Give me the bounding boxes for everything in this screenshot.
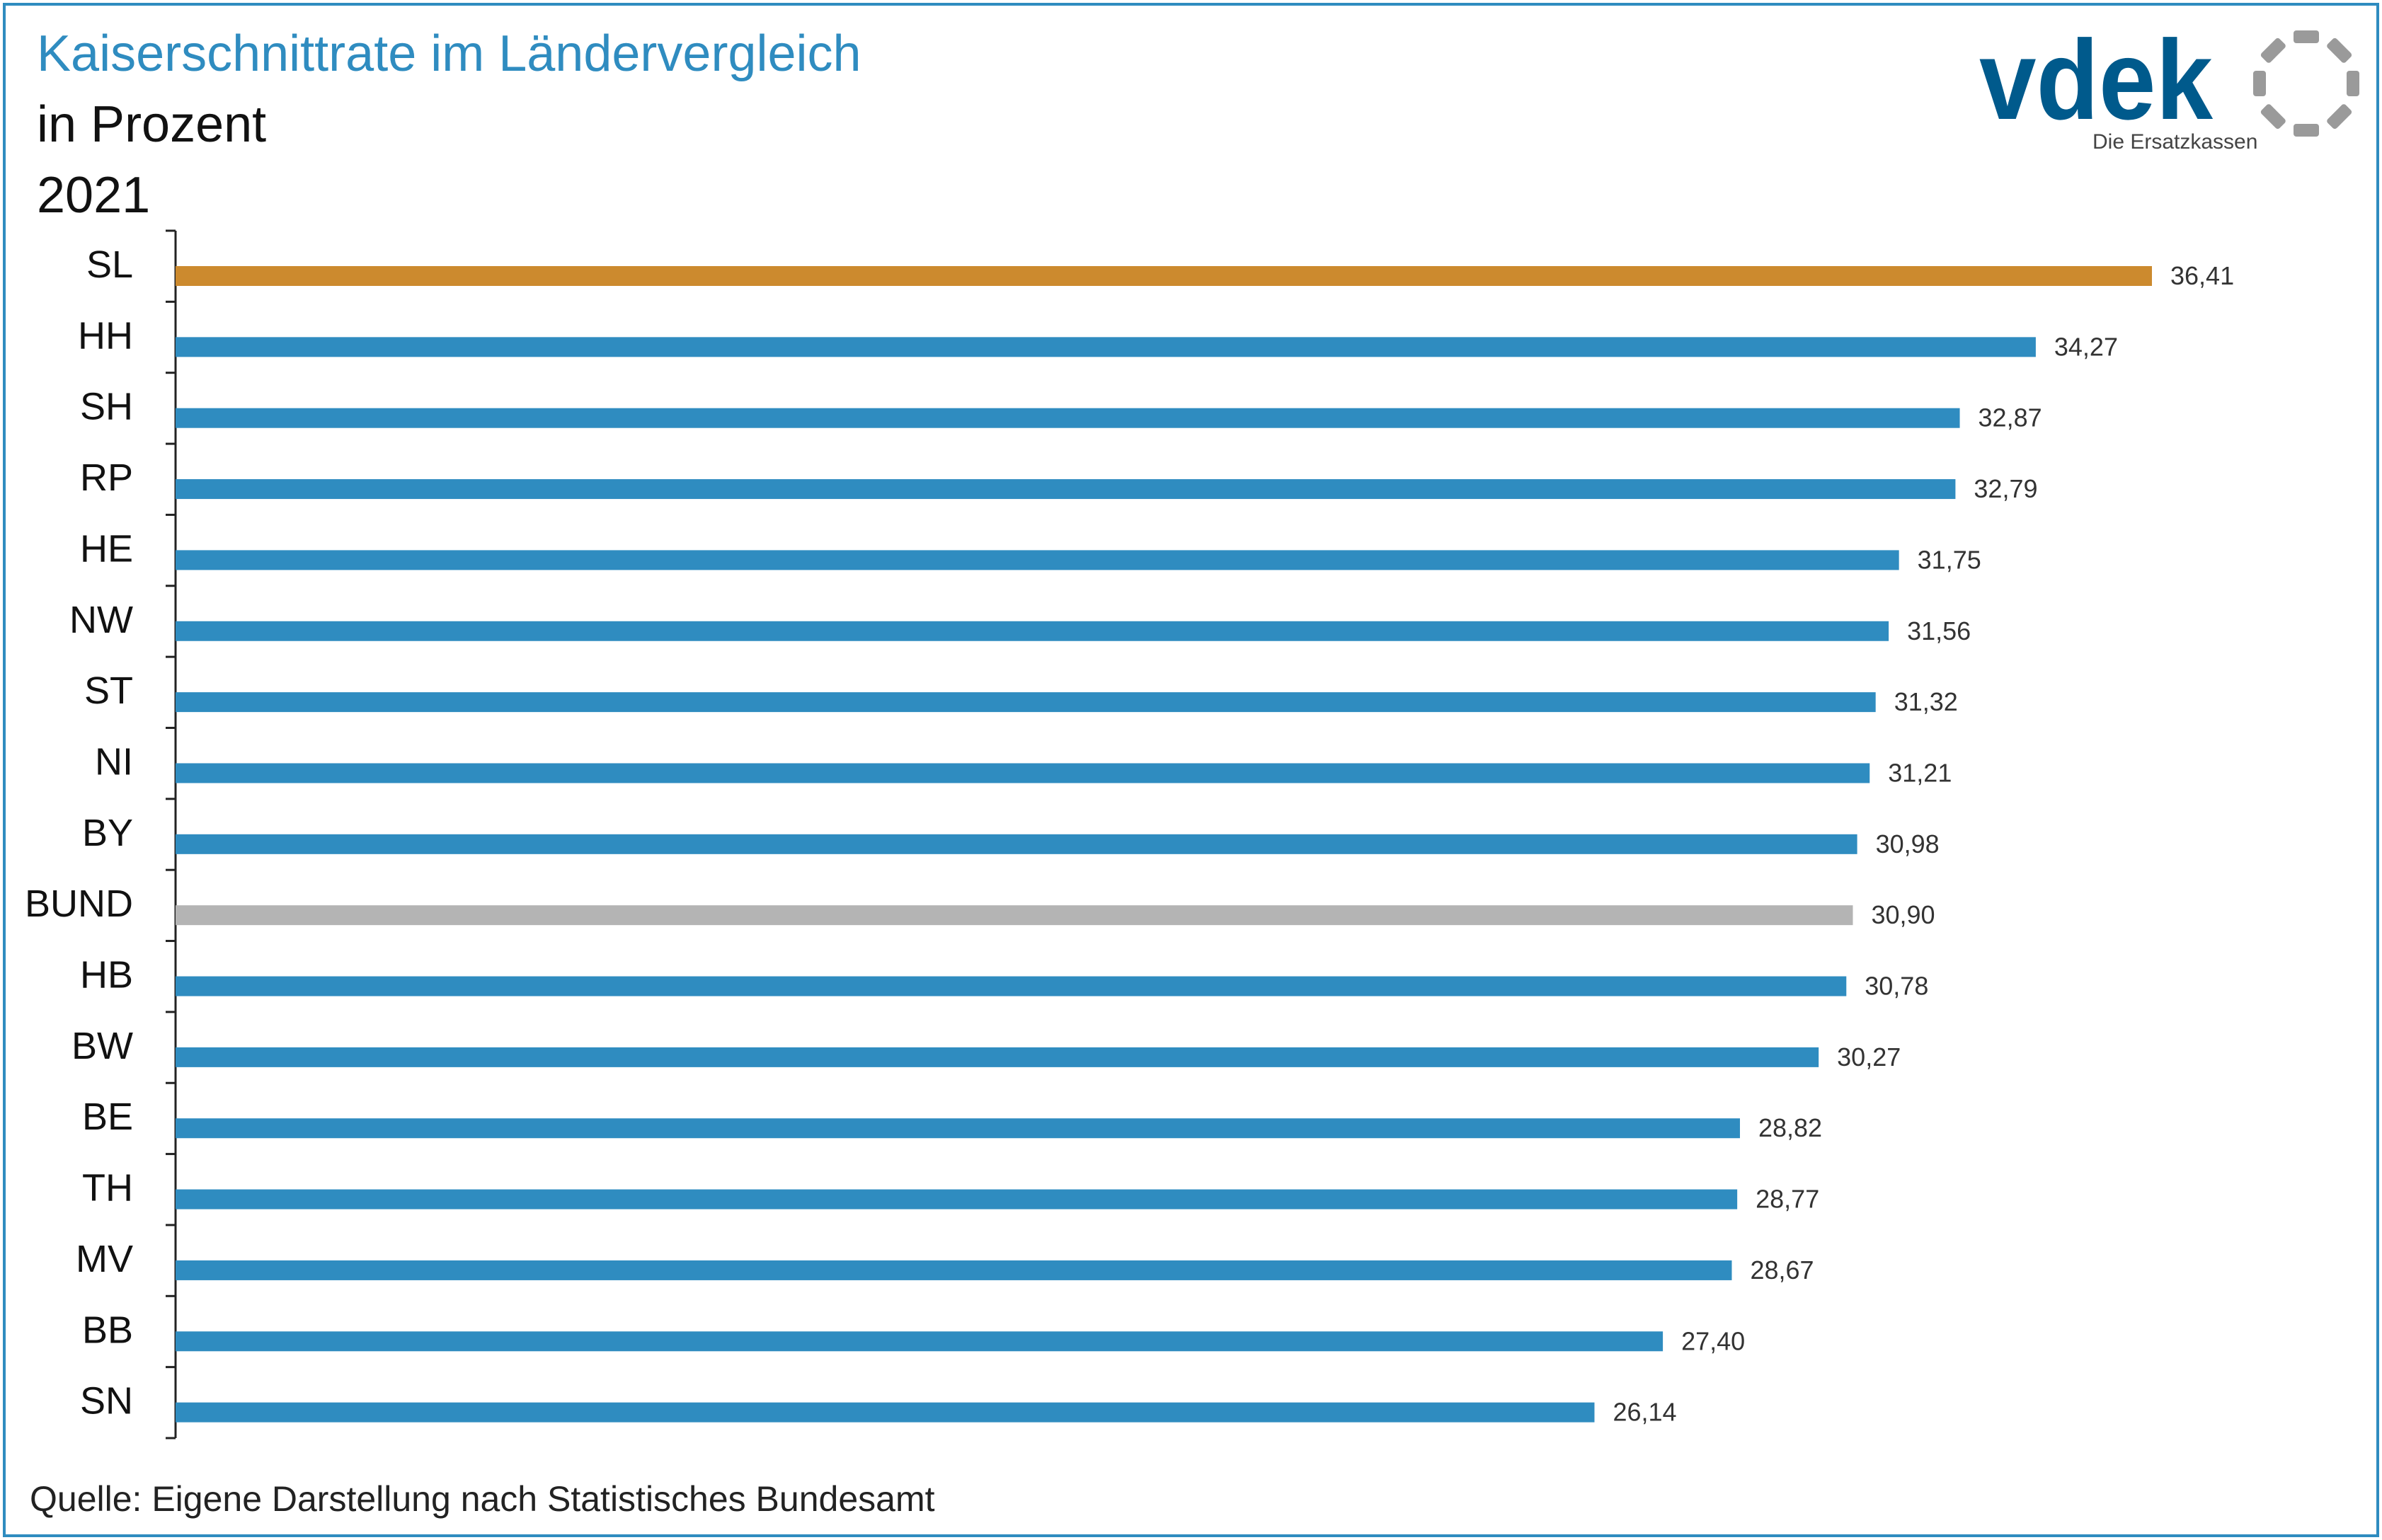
- value-label: 28,82: [1758, 1113, 1822, 1142]
- vdek-logo: vdek Die Ersatzkassen: [1979, 20, 2359, 154]
- bar-hh: [176, 337, 2036, 357]
- category-label: BB: [82, 1309, 133, 1351]
- value-label: 31,32: [1894, 687, 1958, 716]
- value-label: 31,75: [1918, 545, 1981, 574]
- bar-he: [176, 550, 1899, 570]
- category-label: HB: [80, 954, 133, 996]
- value-label: 27,40: [1681, 1326, 1745, 1355]
- value-label: 32,87: [1979, 403, 2042, 432]
- value-label: 36,41: [2170, 261, 2234, 290]
- category-label: NW: [69, 599, 133, 641]
- value-label: 28,67: [1750, 1255, 1814, 1285]
- category-label: BUND: [25, 883, 133, 925]
- logo-ring-segment: [2253, 71, 2266, 96]
- logo-ring-segment: [2327, 104, 2352, 130]
- logo-ring-segment: [2347, 71, 2359, 96]
- value-label: 30,90: [1871, 900, 1935, 929]
- bar-chart: SL 36,41 HH 34,27 SH 32,87 RP 32,79 HE 31,75 NW 31,…: [25, 229, 2234, 1440]
- category-label: RP: [80, 456, 133, 499]
- logo-ring-segment: [2327, 38, 2352, 63]
- source-note: Quelle: Eigene Darstellung nach Statisti…: [30, 1479, 935, 1519]
- bar-rp: [176, 479, 1956, 500]
- bar-nw: [176, 621, 1889, 641]
- bar-bw: [176, 1047, 1819, 1067]
- bar-by: [176, 834, 1857, 854]
- logo-ring-segment: [2260, 104, 2286, 130]
- chart-frame: Kaiserschnittrate im Ländervergleich in …: [3, 3, 2379, 1537]
- value-label: 30,98: [1876, 829, 1940, 858]
- bar-th: [176, 1189, 1738, 1209]
- bar-sh: [176, 408, 1960, 428]
- bar-st: [176, 692, 1876, 713]
- value-label: 34,27: [2054, 332, 2118, 361]
- category-label: BE: [82, 1096, 133, 1138]
- category-label: HE: [80, 527, 133, 570]
- category-label: BW: [71, 1025, 133, 1067]
- category-label: TH: [82, 1167, 133, 1209]
- logo-ring-segment: [2294, 124, 2319, 137]
- bar-sl: [176, 266, 2152, 286]
- category-label: ST: [84, 670, 133, 712]
- logo-ring-segment: [2294, 30, 2319, 43]
- category-label: NI: [95, 740, 133, 783]
- bar-sn: [176, 1402, 1595, 1423]
- logo-ring-segment: [2260, 38, 2286, 63]
- value-label: 26,14: [1613, 1398, 1676, 1427]
- bar-hb: [176, 976, 1847, 996]
- chart-year: 2021: [37, 167, 151, 224]
- chart-title: Kaiserschnittrate im Ländervergleich: [37, 25, 861, 82]
- category-label: HH: [78, 314, 133, 357]
- bar-ni: [176, 763, 1870, 783]
- bar-be: [176, 1118, 1740, 1139]
- value-label: 30,27: [1837, 1042, 1901, 1071]
- logo-tagline: Die Ersatzkassen: [2092, 130, 2257, 154]
- value-label: 31,56: [1907, 616, 1971, 645]
- logo-wordmark: vdek: [1979, 20, 2214, 143]
- value-label: 32,79: [1974, 474, 2037, 503]
- chart-subtitle: in Prozent: [37, 96, 267, 153]
- category-label: SN: [80, 1380, 133, 1423]
- category-label: MV: [76, 1238, 133, 1280]
- bar-mv: [176, 1260, 1732, 1280]
- category-label: BY: [82, 812, 133, 854]
- logo-ring-icon: [2253, 30, 2359, 137]
- value-label: 30,78: [1865, 972, 1928, 1001]
- value-label: 31,21: [1888, 758, 1952, 787]
- category-label: SH: [80, 386, 133, 428]
- value-label: 28,77: [1756, 1185, 1819, 1214]
- bar-bund: [176, 905, 1853, 926]
- category-label: SL: [86, 243, 133, 286]
- bar-bb: [176, 1331, 1664, 1352]
